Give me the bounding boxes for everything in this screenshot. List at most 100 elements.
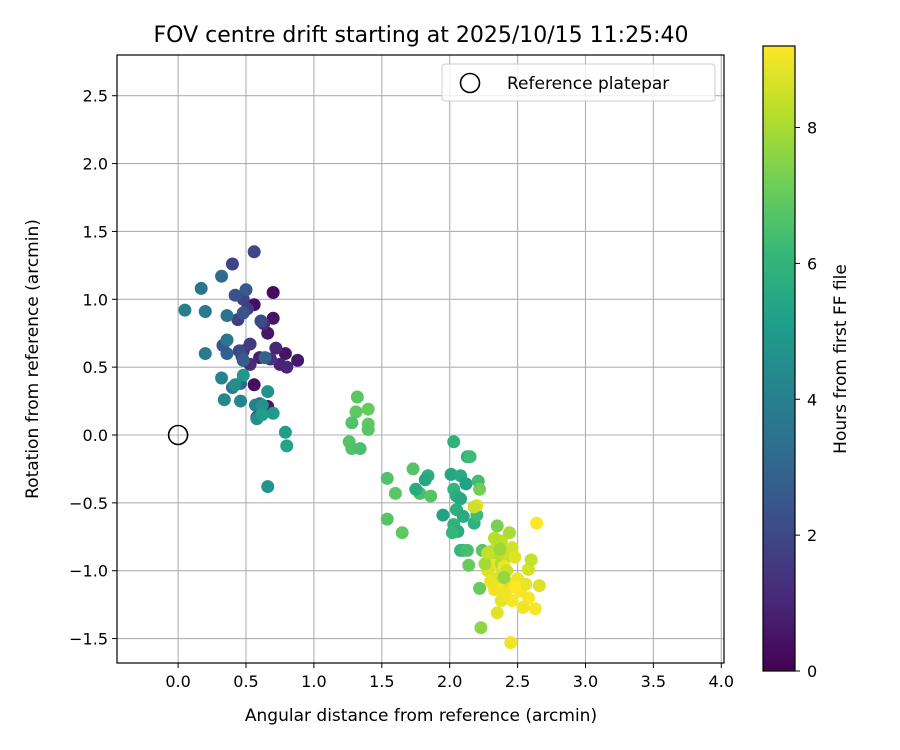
data-point: [380, 471, 394, 485]
colorbar: [762, 45, 796, 672]
data-point: [254, 314, 268, 328]
y-tick-label: −1.5: [69, 630, 108, 649]
x-tick-label: 0.5: [233, 672, 258, 691]
data-point: [467, 500, 481, 514]
data-point: [194, 281, 208, 295]
reference-platepar-marker: [167, 424, 189, 446]
data-point: [220, 309, 234, 323]
legend-reference-label: Reference platepar: [507, 74, 669, 94]
y-tick-label: −0.5: [69, 494, 108, 513]
legend-reference-marker: [459, 72, 481, 94]
plot-area-frame: [116, 54, 725, 664]
x-tick-label: 3.0: [573, 672, 598, 691]
data-point: [236, 368, 250, 382]
data-point: [278, 425, 292, 439]
data-point: [481, 546, 495, 560]
data-point: [436, 508, 450, 522]
y-axis-label: Rotation from reference (arcmin): [23, 219, 43, 499]
data-point: [353, 442, 367, 456]
legend: Reference platepar: [441, 63, 716, 102]
data-point: [508, 580, 522, 594]
data-point: [345, 416, 359, 430]
data-point: [462, 558, 476, 572]
colorbar-label: Hours from first FF file: [831, 264, 851, 454]
data-point: [456, 509, 470, 523]
data-point: [380, 512, 394, 526]
data-point: [406, 462, 420, 476]
data-point: [266, 286, 280, 299]
data-point: [280, 360, 294, 374]
data-point: [497, 571, 511, 584]
data-point: [498, 587, 512, 601]
data-point: [474, 621, 488, 635]
x-tick-label: 3.5: [641, 672, 666, 691]
data-point: [516, 600, 530, 614]
data-point: [217, 393, 231, 407]
legend-box: [441, 63, 716, 102]
data-point: [473, 581, 487, 595]
colorbar-tick-label: 4: [807, 390, 817, 409]
data-point: [519, 577, 533, 591]
data-point: [473, 482, 487, 496]
data-point: [247, 378, 261, 392]
data-point: [269, 341, 283, 355]
data-point: [291, 353, 305, 367]
data-point: [528, 602, 542, 616]
data-point: [508, 550, 522, 564]
data-point: [445, 526, 459, 540]
y-tick-label: 1.5: [83, 222, 108, 241]
data-point: [493, 542, 507, 556]
x-tick-label: 2.5: [505, 672, 530, 691]
data-point: [454, 492, 468, 506]
colorbar-tick-label: 0: [807, 662, 817, 681]
data-point: [532, 579, 546, 593]
data-point: [228, 378, 242, 392]
y-axis-ticks: −1.5 −1.0 −0.5 0.0 0.5 1.0 1.5 2.0 2.5: [69, 87, 117, 649]
data-point: [409, 482, 423, 496]
colorbar-ticks: 0 2 4 6 8: [795, 119, 817, 681]
data-point: [490, 519, 504, 533]
x-tick-label: 4.0: [709, 672, 734, 691]
colorbar-tick-label: 2: [807, 526, 817, 545]
y-tick-label: 0.0: [83, 426, 108, 445]
data-point: [424, 489, 438, 503]
colorbar-tick-label: 8: [807, 119, 817, 138]
x-axis-label: Angular distance from reference (arcmin): [245, 706, 597, 726]
data-point: [239, 283, 253, 297]
data-point: [278, 347, 292, 361]
data-point: [255, 398, 269, 412]
y-tick-label: 1.0: [83, 290, 108, 309]
data-point: [447, 435, 461, 449]
y-tick-label: −1.0: [69, 562, 108, 581]
data-point: [504, 636, 518, 650]
chart-title: FOV centre drift starting at 2025/10/15 …: [154, 23, 689, 48]
data-point: [198, 347, 212, 361]
data-point: [198, 305, 212, 318]
data-point: [361, 423, 375, 437]
data-point: [266, 406, 280, 420]
data-point: [459, 477, 473, 491]
data-point: [258, 351, 272, 365]
data-point: [261, 480, 275, 494]
x-tick-label: 1.0: [301, 672, 326, 691]
data-point: [178, 303, 192, 317]
y-tick-label: 2.5: [83, 87, 108, 106]
data-point: [530, 516, 544, 530]
data-point: [243, 337, 257, 351]
data-point: [488, 531, 502, 545]
y-tick-label: 2.0: [83, 155, 108, 174]
data-point: [215, 371, 229, 385]
data-point: [490, 606, 504, 620]
data-point: [280, 439, 294, 453]
colorbar-tick-label: 6: [807, 254, 817, 273]
data-point: [395, 526, 409, 540]
x-axis-ticks: 0.0 0.5 1.0 1.5 2.0 2.5 3.0 3.5 4.0: [165, 663, 734, 691]
data-point: [266, 311, 280, 325]
data-point: [521, 591, 535, 605]
data-point: [255, 408, 269, 422]
data-points: [178, 245, 546, 650]
data-point: [225, 257, 239, 271]
x-tick-label: 1.5: [369, 672, 394, 691]
data-point: [234, 394, 248, 408]
